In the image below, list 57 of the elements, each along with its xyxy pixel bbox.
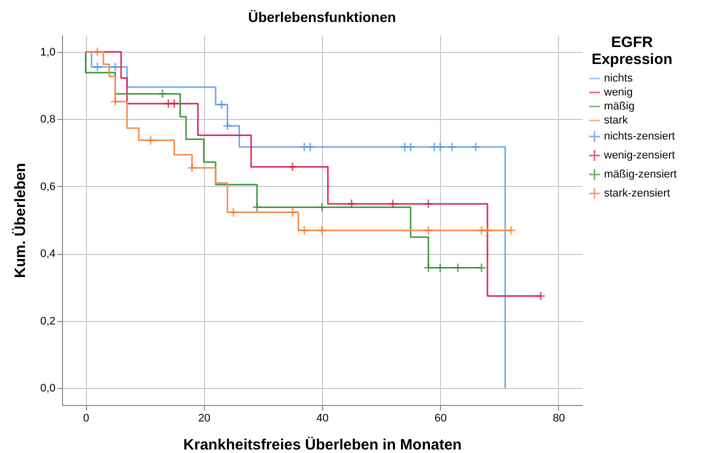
point xyxy=(216,100,226,110)
y-tick-label: 0,2 xyxy=(40,315,56,328)
y-tick-label: 0,0 xyxy=(40,382,56,395)
point xyxy=(470,142,481,152)
legend-label: stark xyxy=(604,114,628,126)
point xyxy=(447,142,457,152)
point xyxy=(228,207,238,218)
y-tick-label: 0,4 xyxy=(40,248,56,260)
point xyxy=(435,142,446,152)
point xyxy=(158,88,168,99)
y-tick-label: 0,6 xyxy=(40,180,56,193)
legend-label: wenig-zensiert xyxy=(603,150,675,162)
point xyxy=(252,202,262,212)
point xyxy=(110,62,120,72)
legend-label: mäßig-zensiert xyxy=(604,168,677,180)
x-tick-label: 0 xyxy=(83,412,90,424)
x-tick-label: 80 xyxy=(552,412,565,424)
point xyxy=(305,142,316,152)
point xyxy=(169,98,180,109)
point xyxy=(288,207,298,218)
point xyxy=(423,198,434,209)
point xyxy=(476,225,486,236)
x-tick-label: 60 xyxy=(434,412,447,424)
point xyxy=(476,262,486,273)
point xyxy=(388,198,398,209)
point xyxy=(435,262,446,273)
point xyxy=(299,225,310,236)
x-tick-label: 20 xyxy=(198,412,210,424)
point xyxy=(317,225,327,236)
y-tick-label: 1,0 xyxy=(40,46,56,58)
legend-label: stark-zensiert xyxy=(604,188,670,200)
legend-label: wenig xyxy=(603,86,633,98)
legend-label: mäßig xyxy=(604,100,635,112)
point xyxy=(92,62,102,72)
legend-label: nichts xyxy=(604,72,634,84)
point xyxy=(423,262,434,273)
point xyxy=(146,135,156,146)
chart-title: Überlebensfunktionen xyxy=(248,9,396,25)
x-axis-title: Krankheitsfreies Überleben in Monaten xyxy=(183,436,462,453)
point xyxy=(110,96,120,107)
point xyxy=(288,162,298,172)
point xyxy=(482,225,492,236)
point xyxy=(346,198,356,209)
point xyxy=(536,291,546,301)
point xyxy=(423,225,434,236)
point xyxy=(187,162,197,173)
point xyxy=(452,262,463,273)
point xyxy=(317,202,327,212)
legend-label: nichts-zensiert xyxy=(604,130,675,142)
y-tick-label: 0,8 xyxy=(40,114,56,126)
point xyxy=(406,142,416,152)
legend-title: EGFR Expression xyxy=(592,34,672,68)
point xyxy=(506,225,516,236)
y-axis-title: Kum. Überleben xyxy=(12,162,30,278)
x-tick-label: 40 xyxy=(316,412,329,424)
point xyxy=(222,120,232,131)
point xyxy=(92,46,102,57)
